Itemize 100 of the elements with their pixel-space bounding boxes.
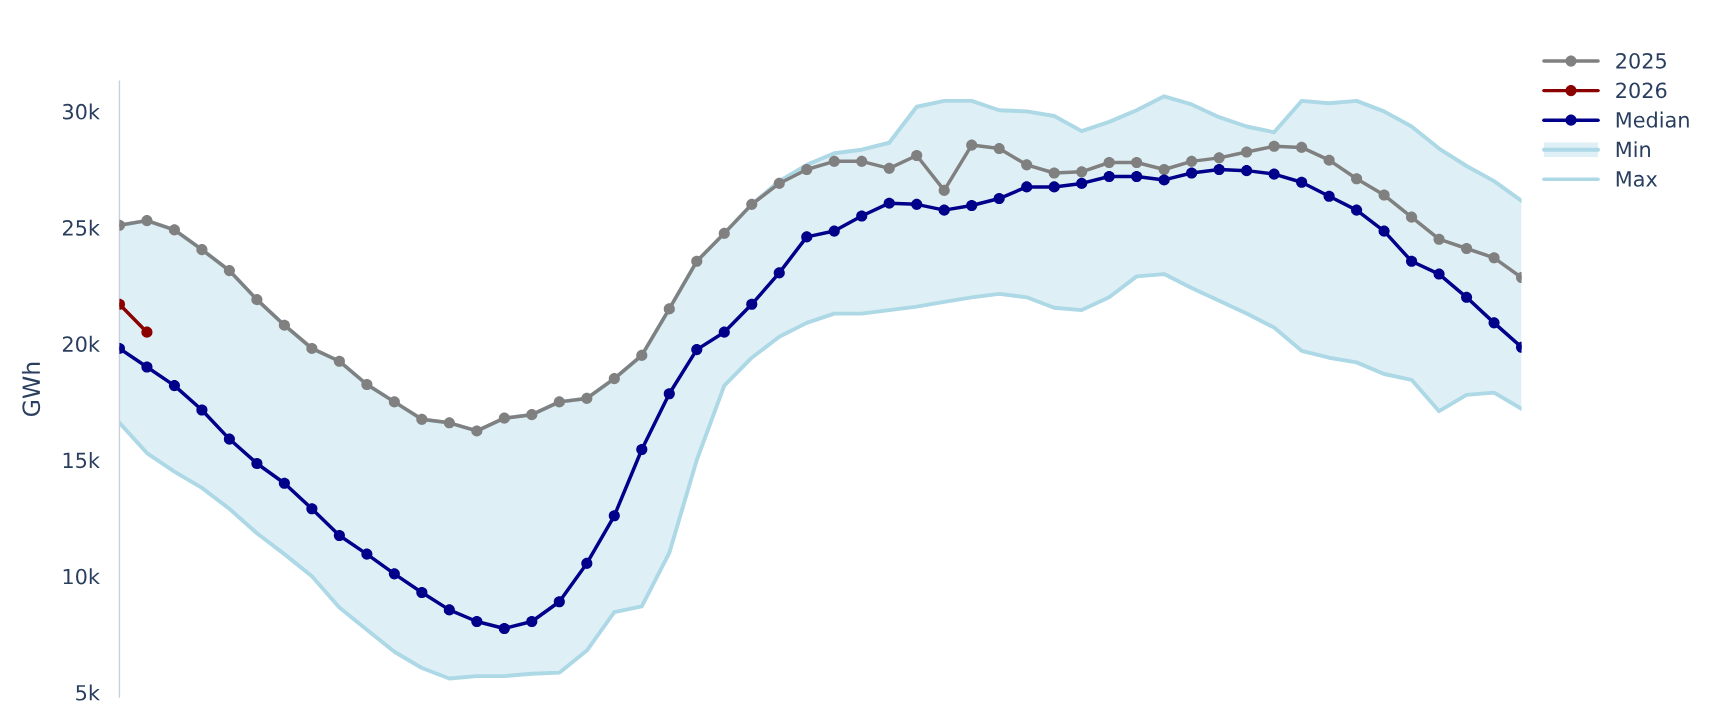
point	[773, 177, 785, 189]
point	[1131, 170, 1143, 183]
point	[691, 344, 703, 356]
legend-label: 2026	[1616, 82, 1667, 99]
point	[388, 396, 400, 408]
point	[498, 412, 510, 424]
point	[1213, 163, 1225, 176]
point	[663, 303, 675, 315]
point	[1488, 252, 1500, 264]
point	[471, 615, 483, 628]
point	[911, 198, 923, 210]
point	[993, 192, 1005, 205]
y-tick-label: 20k	[62, 335, 100, 352]
line-series	[119, 272, 1522, 681]
point	[471, 425, 483, 437]
point	[663, 388, 675, 400]
point	[278, 477, 290, 489]
point	[526, 615, 538, 628]
point	[168, 224, 180, 236]
point	[608, 373, 620, 385]
point	[361, 548, 373, 560]
legend-label: Max	[1616, 171, 1658, 187]
point	[1406, 255, 1418, 267]
point	[1241, 146, 1253, 158]
point	[581, 392, 593, 404]
point	[856, 210, 868, 222]
point	[251, 294, 263, 306]
point	[306, 342, 318, 354]
point	[1131, 156, 1143, 169]
point	[801, 163, 813, 176]
point	[553, 396, 565, 408]
point	[828, 225, 840, 237]
point	[1268, 168, 1280, 180]
point	[911, 149, 923, 162]
point	[1351, 204, 1363, 216]
point	[168, 380, 180, 392]
point	[938, 184, 950, 196]
point	[196, 404, 208, 416]
point	[966, 199, 978, 212]
point	[196, 244, 208, 256]
point	[1488, 317, 1500, 329]
point	[553, 596, 565, 608]
point	[1158, 163, 1170, 176]
point	[1433, 268, 1445, 280]
y-tick-label: 25k	[62, 219, 100, 236]
point	[1241, 165, 1253, 177]
point	[498, 622, 510, 635]
point	[141, 215, 153, 227]
point	[141, 361, 153, 373]
point	[223, 265, 235, 277]
point	[361, 378, 373, 391]
point	[883, 162, 895, 174]
point	[278, 319, 290, 331]
point	[1021, 181, 1033, 193]
point	[938, 204, 950, 216]
point	[333, 529, 345, 542]
legend-label: 2025	[1616, 52, 1666, 69]
point	[608, 510, 620, 522]
point	[966, 139, 978, 151]
point	[828, 155, 840, 167]
point	[856, 155, 868, 167]
point	[333, 355, 345, 367]
point	[1021, 159, 1033, 171]
point	[251, 457, 263, 470]
point	[1351, 173, 1363, 185]
point	[443, 604, 455, 616]
point	[416, 586, 428, 599]
point	[718, 326, 730, 338]
y-tick-label: 30k	[63, 103, 100, 120]
point	[883, 197, 895, 209]
point	[1323, 154, 1335, 166]
y-tick-label: 10k	[63, 568, 100, 585]
point	[1076, 166, 1088, 178]
point	[1433, 233, 1445, 245]
point	[746, 298, 758, 310]
point	[993, 143, 1005, 155]
point	[1323, 190, 1335, 202]
point	[1461, 242, 1473, 255]
point	[746, 198, 758, 210]
point	[416, 413, 428, 425]
point	[1076, 177, 1088, 189]
y-tick-label: 15k	[63, 452, 100, 469]
point	[1378, 189, 1390, 201]
point	[306, 503, 318, 515]
point	[443, 417, 455, 429]
point	[691, 255, 703, 267]
point	[1213, 152, 1225, 164]
point	[1186, 167, 1198, 179]
point	[1296, 141, 1308, 153]
legend-label: Median	[1616, 111, 1689, 128]
point	[223, 433, 235, 445]
point	[801, 231, 813, 243]
y-axis-title: GWh	[21, 362, 41, 417]
point	[1103, 170, 1115, 183]
point	[1461, 291, 1473, 303]
point	[526, 409, 538, 421]
point	[1158, 174, 1170, 186]
point	[1296, 176, 1308, 188]
point	[1378, 225, 1390, 237]
point	[1268, 140, 1280, 152]
